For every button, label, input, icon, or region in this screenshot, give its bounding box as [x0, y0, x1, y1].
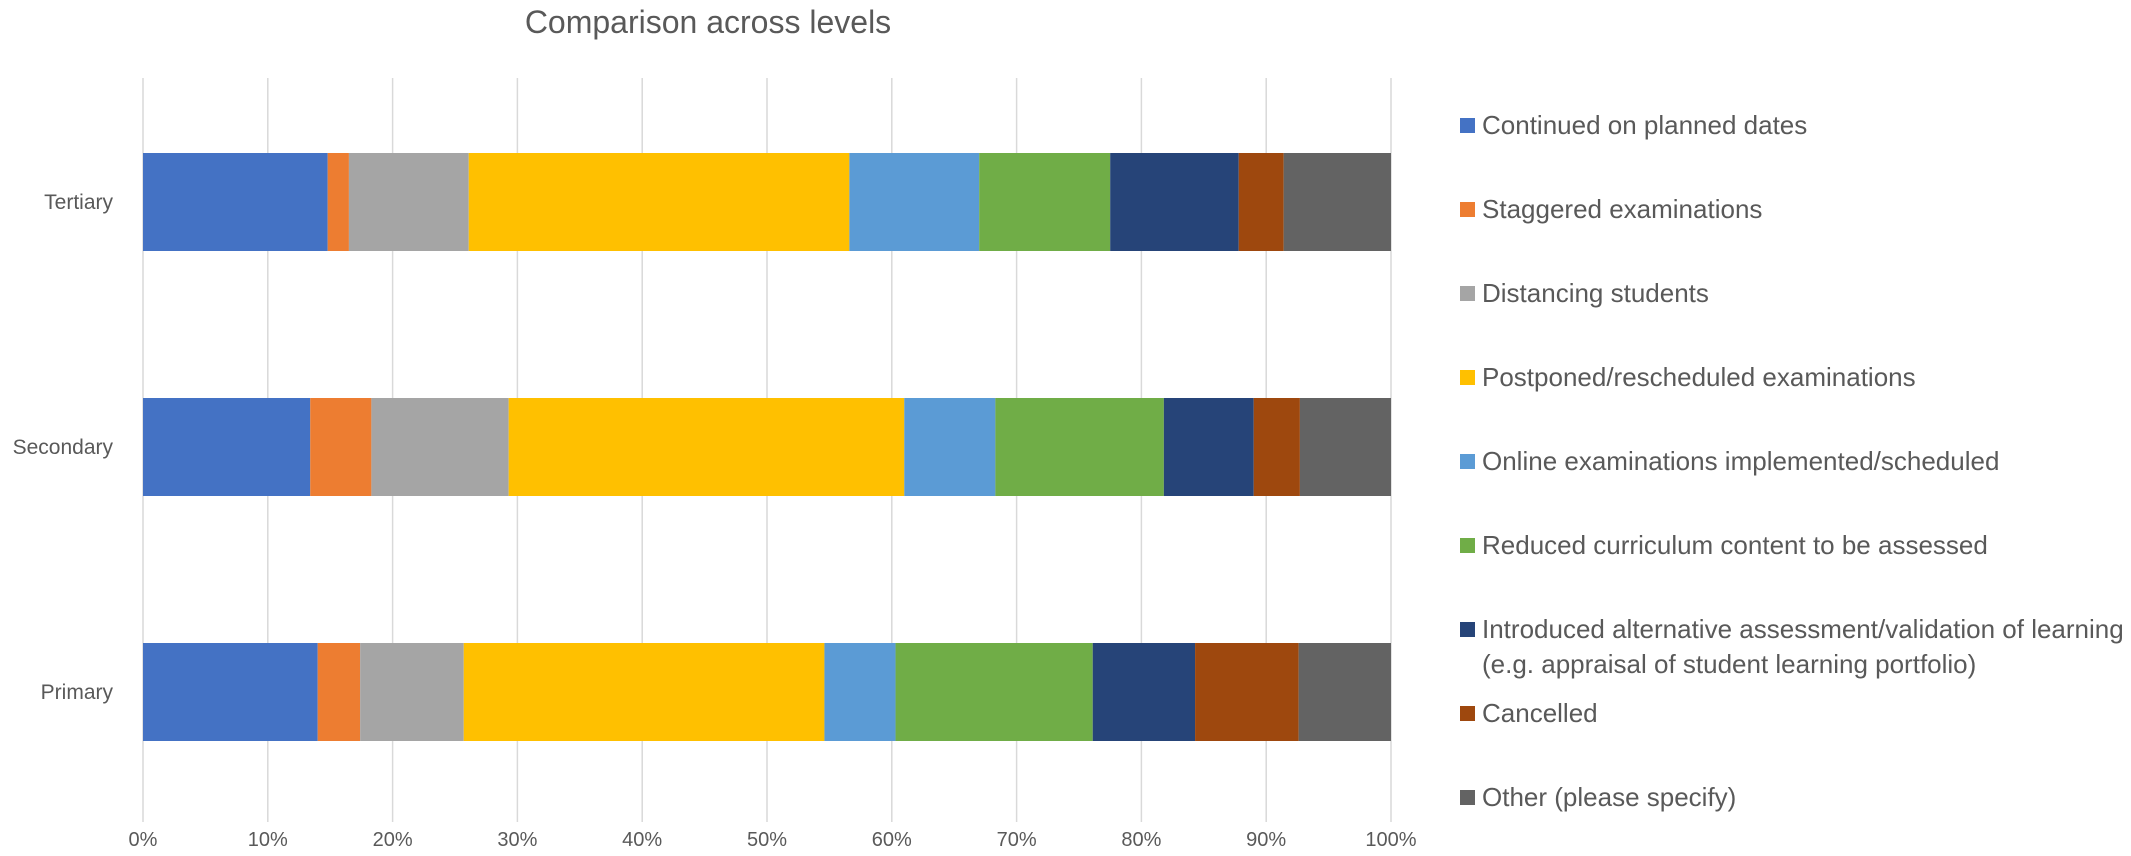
- bar-segment: [327, 153, 349, 251]
- x-tick-label: 50%: [747, 829, 787, 851]
- bar-segment: [995, 398, 1164, 496]
- x-tick-label: 40%: [622, 829, 662, 851]
- legend-swatch: [1460, 790, 1475, 805]
- legend-swatch: [1460, 202, 1475, 217]
- category-label: Primary: [41, 681, 114, 704]
- chart-title: Comparison across levels: [524, 4, 892, 40]
- bar-segment: [143, 153, 328, 251]
- legend-swatch: [1460, 454, 1475, 469]
- bar-segment: [463, 643, 825, 741]
- bar-segment: [904, 398, 996, 496]
- legend-label: Staggered examinations: [1482, 194, 1763, 224]
- legend-label: Postponed/rescheduled examinations: [1482, 362, 1916, 392]
- x-tick-label: 70%: [997, 829, 1037, 851]
- bar-segment: [1238, 153, 1284, 251]
- bar-segment: [1163, 398, 1254, 496]
- legend-label: Reduced curriculum content to be assesse…: [1482, 530, 1988, 560]
- x-tick-label: 80%: [1121, 829, 1161, 851]
- bar-segment: [143, 643, 318, 741]
- bar-segment: [468, 153, 850, 251]
- bar-segment: [1283, 153, 1391, 251]
- legend-swatch: [1460, 622, 1475, 637]
- bar-segment: [1110, 153, 1239, 251]
- x-tick-label: 90%: [1246, 829, 1286, 851]
- category-label: Tertiary: [44, 191, 113, 214]
- legend-label: Online examinations implemented/schedule…: [1482, 446, 2000, 476]
- bar-segment: [143, 398, 311, 496]
- legend-swatch: [1460, 286, 1475, 301]
- bar-segment: [1195, 643, 1299, 741]
- x-tick-label: 60%: [872, 829, 912, 851]
- bar-segment: [1092, 643, 1196, 741]
- bar-segment: [849, 153, 980, 251]
- legend-swatch: [1460, 706, 1475, 721]
- legend-swatch: [1460, 538, 1475, 553]
- legend-swatch: [1460, 118, 1475, 133]
- stacked-bar-chart: 0% 10% 20% 30% 40% 50% 60% 70% 80% 90% 100% Tertiar…: [13, 78, 1417, 851]
- category-label: Secondary: [13, 436, 114, 459]
- legend-label: Cancelled: [1482, 698, 1598, 728]
- legend-label: Distancing students: [1482, 278, 1709, 308]
- bar-segment: [979, 153, 1111, 251]
- bar-segment: [1298, 643, 1391, 741]
- bar-segment: [310, 398, 372, 496]
- x-tick-label: 20%: [373, 829, 413, 851]
- x-tick-label: 30%: [497, 829, 537, 851]
- bar-segment: [348, 153, 469, 251]
- bar-segment: [1299, 398, 1391, 496]
- bar-segment: [317, 643, 361, 741]
- x-tick-label: 10%: [248, 829, 288, 851]
- x-tick-label: 0%: [129, 829, 158, 851]
- legend-label: Other (please specify): [1482, 782, 1737, 812]
- bar-segment: [824, 643, 896, 741]
- bar-segment: [371, 398, 509, 496]
- bar-segment: [360, 643, 464, 741]
- legend-label: Continued on planned dates: [1482, 110, 1808, 140]
- legend-swatch: [1460, 370, 1475, 385]
- bar-segment: [1253, 398, 1300, 496]
- x-tick-label: 100%: [1365, 829, 1416, 851]
- legend-label: Introduced alternative assessment/valida…: [1482, 614, 2124, 679]
- bar-segment: [895, 643, 1093, 741]
- bar-segment: [508, 398, 905, 496]
